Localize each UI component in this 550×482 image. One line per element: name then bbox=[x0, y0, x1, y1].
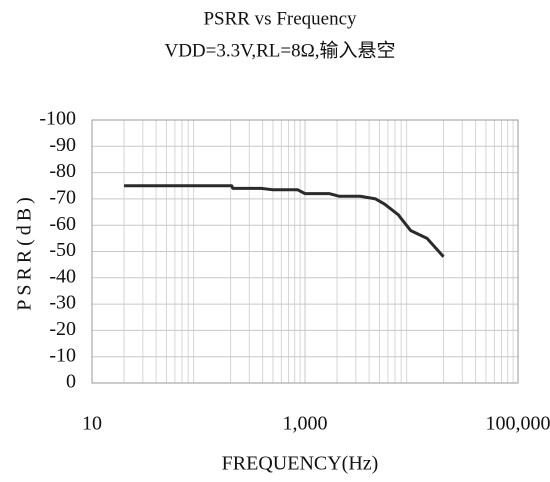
y-tick-label: -10 bbox=[49, 344, 76, 366]
chart-subtitle: VDD=3.3V,RL=8Ω,输入悬空 bbox=[164, 39, 395, 61]
y-tick-label: -80 bbox=[49, 160, 76, 182]
y-tick-label: -60 bbox=[49, 213, 76, 235]
x-tick-label: 1,000 bbox=[283, 413, 328, 435]
plot-frame bbox=[91, 119, 519, 384]
y-tick-label: -70 bbox=[49, 186, 76, 208]
y-tick-label: -20 bbox=[49, 318, 76, 340]
y-tick-label: -30 bbox=[49, 292, 76, 314]
x-tick-label: 10 bbox=[82, 413, 102, 435]
y-tick-label: -50 bbox=[49, 239, 76, 261]
chart-title: PSRR vs Frequency bbox=[203, 8, 357, 29]
y-tick-label: 0 bbox=[66, 371, 76, 393]
y-tick-label: -90 bbox=[49, 134, 76, 156]
x-axis-label: FREQUENCY(Hz) bbox=[222, 453, 379, 475]
y-tick-label: -40 bbox=[49, 265, 76, 287]
data-line bbox=[124, 184, 445, 258]
y-axis-label: PSRR(dB) bbox=[14, 193, 36, 311]
y-tick-label: -100 bbox=[39, 108, 76, 130]
x-tick-label: 100,000 bbox=[486, 413, 550, 435]
